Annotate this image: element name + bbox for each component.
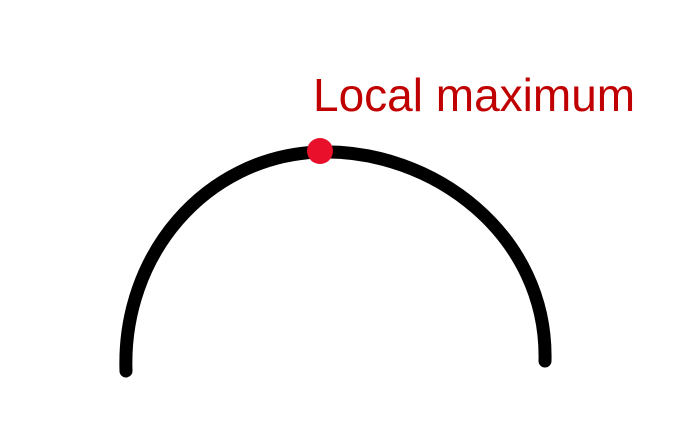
local-maximum-label: Local maximum <box>313 69 635 121</box>
local-maximum-point <box>307 138 333 164</box>
